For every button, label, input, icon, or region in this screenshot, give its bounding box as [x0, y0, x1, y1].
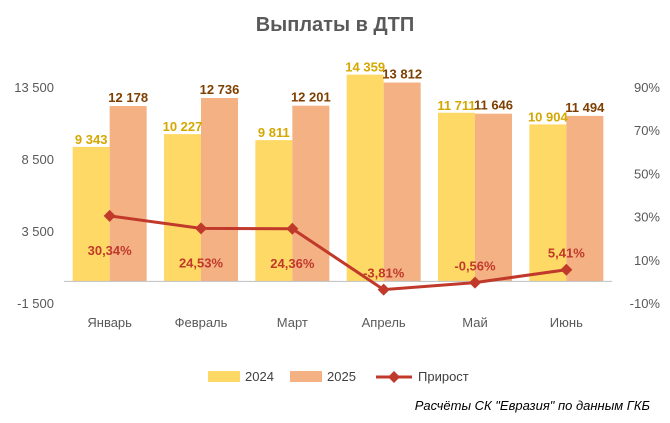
x-tick-label: Февраль: [175, 315, 228, 330]
data-labels-layer: 9 343 12 178 30,34% 10 227 12 736 24,53% 9 811…: [75, 60, 605, 281]
growth-line-layer: [103, 209, 573, 296]
legend-swatch-2025: [290, 371, 322, 382]
y-right-tick-label: 90%: [634, 80, 660, 95]
label-2025-4: 11 646: [474, 98, 513, 113]
bar-2024-3: [346, 74, 384, 282]
growth-marker-5: [560, 263, 573, 276]
growth-marker-4: [469, 276, 481, 289]
legend: 2024 2025 Прирост: [208, 369, 469, 384]
y-right-tick-label: 30%: [634, 210, 660, 225]
y-right-tick-label: 50%: [634, 166, 660, 181]
label-growth-0: 30,34%: [88, 243, 133, 258]
label-2025-3: 13 812: [382, 67, 422, 82]
label-2025-1: 12 736: [200, 82, 240, 97]
y-left-tick-label: 8 500: [21, 152, 54, 167]
bar-2024-4: [438, 112, 475, 282]
y-right-tick-label: 10%: [634, 253, 660, 268]
bar-2025-3: [383, 82, 421, 282]
y-right-tick-label: -10%: [630, 296, 661, 311]
legend-label-2024: 2024: [245, 369, 274, 384]
bar-2024-5: [529, 124, 567, 282]
bar-2024-0: [72, 146, 110, 282]
y-left-tick-label: 13 500: [14, 80, 54, 95]
chart-title: Выплаты в ДТП: [255, 14, 415, 36]
bar-2024-1: [164, 134, 201, 282]
y-left-tick-label: 3 500: [21, 224, 54, 239]
y-left-tick-label: -1 500: [17, 296, 54, 311]
x-tick-label: Май: [462, 315, 487, 330]
growth-line: [109, 214, 567, 292]
legend-marker-growth: [388, 371, 400, 383]
bar-2024-2: [255, 140, 293, 282]
growth-marker-3: [377, 283, 390, 296]
label-2024-2: 9 811: [258, 125, 290, 140]
legend-label-growth: Прирост: [418, 369, 469, 384]
label-2025-5: 11 494: [565, 100, 605, 115]
label-2024-0: 9 343: [75, 132, 108, 147]
growth-marker-0: [103, 209, 116, 222]
bar-2025-2: [292, 105, 330, 282]
label-2024-4: 11 711: [437, 98, 475, 113]
x-tick-label: Март: [277, 315, 308, 330]
x-tick-label: Январь: [87, 315, 132, 330]
legend-swatch-2024: [208, 371, 240, 382]
bars-layer: [72, 74, 604, 282]
label-growth-1: 24,53%: [179, 255, 224, 270]
label-growth-4: -0,56%: [454, 259, 496, 274]
growth-marker-1: [195, 222, 207, 235]
bar-2025-4: [475, 113, 512, 282]
x-tick-label: Июнь: [550, 315, 583, 330]
source-note: Расчёты СК "Евразия" по данным ГКБ: [414, 398, 650, 413]
label-growth-5: 5,41%: [548, 246, 585, 261]
bar-2025-5: [566, 115, 604, 282]
x-tick-label: Апрель: [362, 315, 406, 330]
label-growth-2: 24,36%: [270, 256, 315, 271]
bar-2025-0: [109, 106, 147, 282]
axes-layer: 13 500 8 500 3 500 -1 500 90% 70% 50% 30% 10% -10…: [14, 80, 660, 330]
label-2024-3: 14 359: [345, 60, 385, 75]
y-right-tick-label: 70%: [634, 123, 660, 138]
label-2025-0: 12 178: [108, 90, 148, 105]
label-growth-3: -3,81%: [363, 266, 405, 281]
bar-2025-1: [201, 98, 238, 282]
label-2024-5: 10 904: [528, 109, 569, 124]
label-2025-2: 12 201: [291, 90, 331, 105]
growth-marker-2: [286, 222, 299, 235]
legend-label-2025: 2025: [327, 369, 356, 384]
label-2024-1: 10 227: [163, 119, 203, 134]
